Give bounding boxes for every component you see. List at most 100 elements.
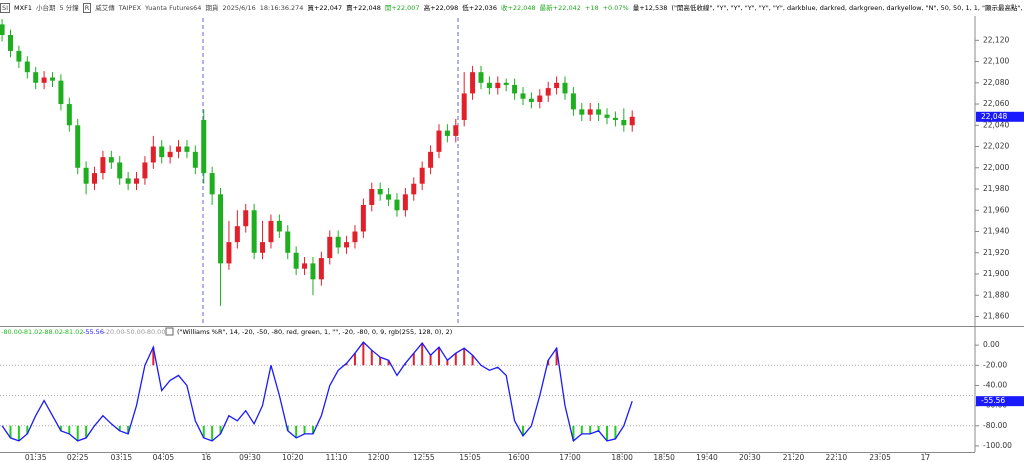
candle-body	[478, 72, 484, 83]
last-value-tag	[976, 396, 1024, 407]
x-tick-label: 15:05	[459, 453, 481, 462]
candle-body	[209, 173, 215, 195]
toolbar-item: MXF1	[14, 4, 32, 12]
candle-body	[470, 72, 476, 94]
readout-value: -80.00	[1, 328, 22, 336]
candle-body	[554, 82, 560, 89]
candle-body	[142, 162, 148, 179]
candle-body	[587, 109, 593, 115]
toolbar-item: 開+22,007	[384, 4, 420, 12]
candle-body	[520, 93, 526, 99]
candle-body	[159, 146, 165, 158]
y-tick-label: 21,940	[983, 227, 1009, 236]
candle-body	[419, 167, 425, 184]
candle-body	[612, 117, 618, 120]
toolbar-item: 期貨	[205, 4, 219, 12]
x-tick-label: 03:15	[111, 453, 133, 462]
y-tick-label: -80.00	[983, 421, 1007, 430]
toolbar-item: 小台期	[35, 4, 56, 12]
y-tick-label: 21,880	[983, 290, 1009, 299]
toolbar: SI MXF1 小台期 5 分鐘 R 威艾傳 TAIPEX Yuanta Futures64 期…	[0, 0, 1024, 16]
y-tick-label: 0.00	[983, 340, 1000, 349]
x-tick-label: 01:35	[25, 453, 47, 462]
readout-value: -80.00	[145, 328, 166, 336]
x-tick-label: 21:20	[783, 453, 805, 462]
toolbar-item: 高+22,098	[423, 4, 459, 12]
candle-body	[621, 119, 627, 126]
candle-body	[234, 226, 240, 243]
y-tick-label: 21,860	[983, 312, 1009, 321]
candle-body	[108, 157, 114, 163]
candle-body	[66, 104, 72, 126]
x-tick-label: 23:05	[869, 453, 891, 462]
candle-body	[243, 210, 249, 227]
readout-value: -20.00	[104, 328, 125, 336]
candle-body	[41, 77, 47, 83]
toolbar-item: +18	[584, 4, 599, 12]
y-tick-label: 21,960	[983, 205, 1009, 214]
candle-body	[0, 24, 5, 35]
candle-body	[512, 84, 518, 94]
candle-body	[545, 88, 551, 96]
candle-body	[75, 125, 81, 168]
x-tick-label: 22:10	[826, 453, 848, 462]
candle-body	[604, 114, 610, 118]
y-tick-label: 22,120	[983, 35, 1009, 44]
candle-body	[134, 178, 140, 184]
toolbar-item: 量+12,538	[632, 4, 668, 12]
candle-body	[201, 119, 207, 174]
candle-body	[285, 231, 291, 253]
readout-value: -88.02	[42, 328, 63, 336]
toolbar-item: Yuanta Futures64	[145, 4, 202, 12]
x-tick-label: 17:00	[559, 453, 581, 462]
x-tick-label: 16	[201, 453, 211, 462]
candle-body	[335, 236, 341, 248]
x-tick-label: 11:10	[326, 453, 348, 462]
toolbar-item: 低+22,036	[462, 4, 497, 12]
candle-body	[8, 34, 14, 51]
y-tick-label: 22,000	[983, 163, 1009, 172]
x-tick-label: 20:30	[739, 453, 761, 462]
candle-body	[184, 146, 190, 152]
y-tick-label: 22,080	[983, 78, 1009, 87]
candle-body	[428, 151, 434, 168]
candle-body	[394, 199, 400, 211]
y-tick-label: -20.00	[983, 360, 1007, 369]
toolbar-item[interactable]: SI	[0, 3, 11, 13]
y-tick-label: 22,060	[983, 99, 1009, 108]
indicator-params: ("Williams %R", 14, -20, -50, -80, red, …	[177, 328, 452, 336]
candle-body	[260, 242, 266, 253]
candle-body	[386, 194, 392, 200]
price-axis-bg	[975, 16, 1024, 462]
candle-body	[16, 50, 22, 62]
candle-body	[436, 130, 442, 152]
toolbar-item: 收+22,048	[500, 4, 536, 12]
y-tick-label: 21,920	[983, 248, 1009, 257]
toolbar-item[interactable]: R	[82, 3, 92, 13]
candle-body	[344, 242, 350, 248]
candle-body	[58, 80, 64, 105]
x-tick-label: 04:05	[153, 453, 175, 462]
candle-body	[117, 162, 123, 179]
candle-body	[352, 231, 358, 243]
close-button	[165, 327, 174, 336]
candle-body	[537, 95, 543, 102]
candle-body	[226, 242, 232, 264]
toolbar-item: 2025/6/16	[222, 4, 256, 12]
candle-body	[486, 82, 492, 89]
y-tick-label: 22,020	[983, 142, 1009, 151]
toolbar-item: 18:16:36.274	[259, 4, 304, 12]
x-tick-label: 10:20	[282, 453, 304, 462]
candle-body	[444, 130, 450, 136]
candle-body	[453, 125, 459, 136]
y-tick-label: 22,040	[983, 120, 1009, 129]
candle-body	[360, 204, 366, 232]
candle-body	[100, 157, 106, 174]
y-tick-label: 21,900	[983, 269, 1009, 278]
candle-body	[528, 98, 534, 102]
candle-body	[327, 236, 333, 259]
toolbar-item: TAIPEX	[118, 4, 142, 12]
x-tick-label: 02:25	[67, 453, 89, 462]
